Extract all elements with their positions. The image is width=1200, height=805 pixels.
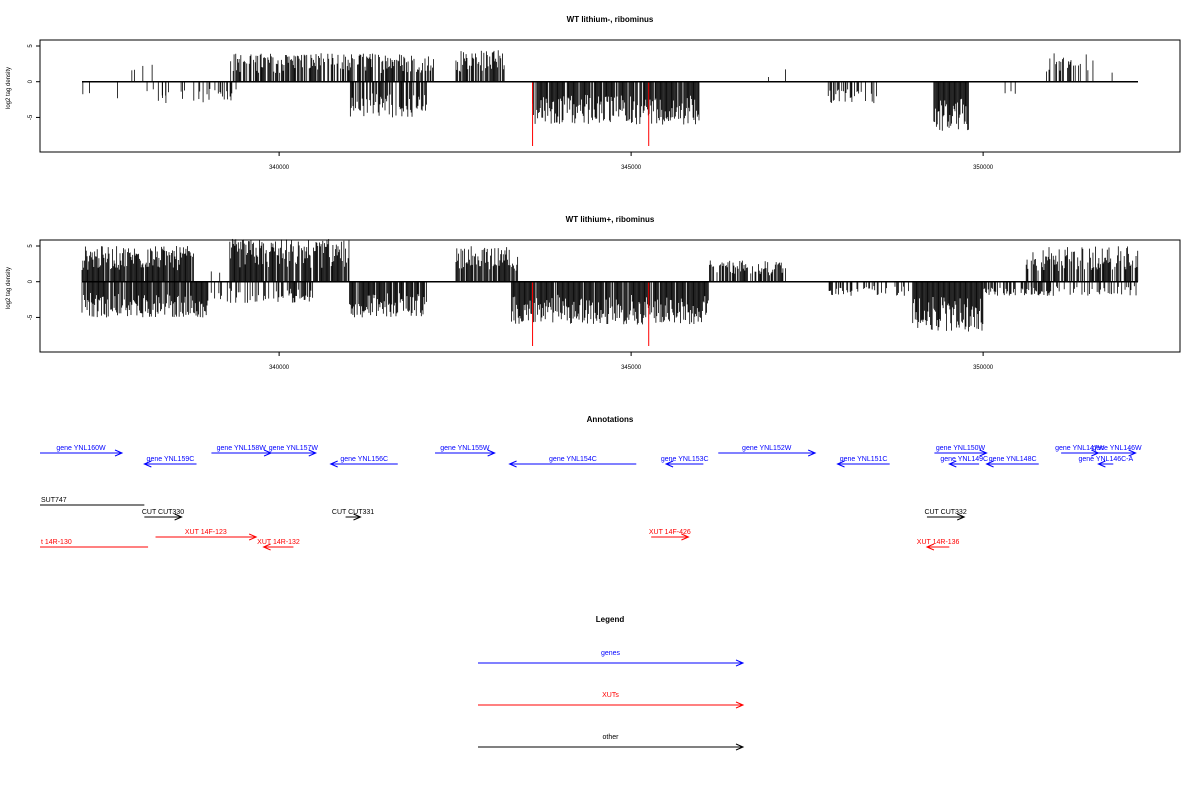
xut-label: t 14R-130	[41, 539, 72, 546]
gene-label: gene YNL152W	[742, 445, 792, 452]
xut-arrowhead	[925, 543, 935, 551]
xut-label: XUT 14F-123	[185, 529, 227, 536]
gene-label: gene YNL155W	[440, 445, 490, 452]
gene-arrowhead	[487, 449, 496, 457]
xut-label: XUT 14R-136	[917, 539, 960, 546]
panel2-plot: -5 0 5 340000 345000 350000	[28, 238, 1181, 371]
gene-arrowhead	[664, 460, 674, 468]
xut-arrowhead	[248, 533, 258, 541]
other-label: CUT CUT330	[142, 509, 184, 516]
other-arrowhead	[353, 513, 362, 521]
gene-arrowhead	[114, 449, 124, 457]
other-label: CUT CUT331	[332, 509, 374, 516]
legend-arrowhead	[735, 743, 745, 751]
x-tick-label: 340000	[269, 365, 290, 371]
gene-arrowhead	[985, 460, 994, 468]
plot-frame	[39, 39, 1181, 153]
gene-label: gene YNL149C	[940, 456, 988, 463]
gene-label: gene YNL153C	[661, 456, 709, 463]
gene-arrowhead	[143, 460, 152, 468]
legend-item-label: XUTs	[602, 692, 619, 699]
x-tick-label: 350000	[973, 165, 994, 171]
gene-label: gene YNL151C	[840, 456, 888, 463]
gene-arrowhead	[1097, 460, 1106, 468]
xut-label: XUT 14F-426	[649, 529, 691, 536]
gene-label: gene YNL147W	[1055, 445, 1105, 452]
y-tick-label: 5	[28, 244, 34, 248]
annotations-title: Annotations	[587, 415, 634, 424]
x-tick-label: 345000	[621, 365, 642, 371]
xut-arrowhead	[262, 543, 271, 551]
xut-label: XUT 14R-132	[257, 539, 300, 546]
panel2-title: WT lithium+, ribominus	[566, 215, 655, 224]
legend-item-label: other	[603, 734, 620, 741]
y-tick-label: 5	[28, 44, 34, 48]
gene-arrowhead	[979, 449, 988, 457]
other-arrowhead	[957, 513, 966, 521]
legend-title: Legend	[596, 615, 625, 624]
other-label: CUT CUT332	[924, 509, 966, 516]
gene-arrowhead	[1128, 449, 1137, 457]
gene-arrowhead	[308, 449, 318, 457]
x-tick-label: 350000	[973, 365, 994, 371]
gene-arrowhead	[836, 460, 845, 468]
panel1-ylabel: log2 tag density	[6, 67, 12, 109]
gene-label: gene YNL146W	[1092, 445, 1142, 452]
panel1-plot: -5 0 5 340000 345000 350000	[28, 39, 1181, 171]
y-tick-label: 0	[28, 79, 34, 83]
gene-label: gene YNL150W	[936, 445, 986, 452]
gene-label: gene YNL158W	[217, 445, 267, 452]
legend-arrowhead	[735, 701, 745, 709]
legend-item-label: genes	[601, 650, 621, 657]
other-arrowhead	[174, 513, 183, 521]
gene-label: gene YNL159C	[147, 456, 195, 463]
panel2-ylabel: log2 tag density	[6, 267, 12, 309]
other-label: SUT747	[41, 497, 67, 504]
gene-label: gene YNL157W	[269, 445, 319, 452]
y-tick-label: -5	[28, 114, 34, 120]
legend-arrowhead	[735, 659, 745, 667]
gene-arrowhead	[329, 460, 338, 468]
gene-label: gene YNL154C	[549, 456, 597, 463]
gene-arrowhead	[508, 460, 517, 468]
gene-label: gene YNL146C-A	[1078, 456, 1133, 463]
gene-label: gene YNL148C	[989, 456, 1037, 463]
plot-frame	[39, 239, 1181, 353]
gene-arrowhead	[807, 449, 817, 457]
legend: genes XUTs other	[478, 650, 745, 751]
gene-label: gene YNL156C	[340, 456, 388, 463]
xut-arrowhead	[681, 533, 690, 541]
y-tick-label: 0	[28, 279, 34, 283]
x-tick-label: 340000	[269, 165, 290, 171]
y-tick-label: -5	[28, 314, 34, 320]
gene-arrowhead	[948, 460, 957, 468]
gene-label: gene YNL160W	[56, 445, 106, 452]
x-tick-label: 345000	[621, 165, 642, 171]
panel1-title: WT lithium-, ribominus	[567, 15, 654, 24]
